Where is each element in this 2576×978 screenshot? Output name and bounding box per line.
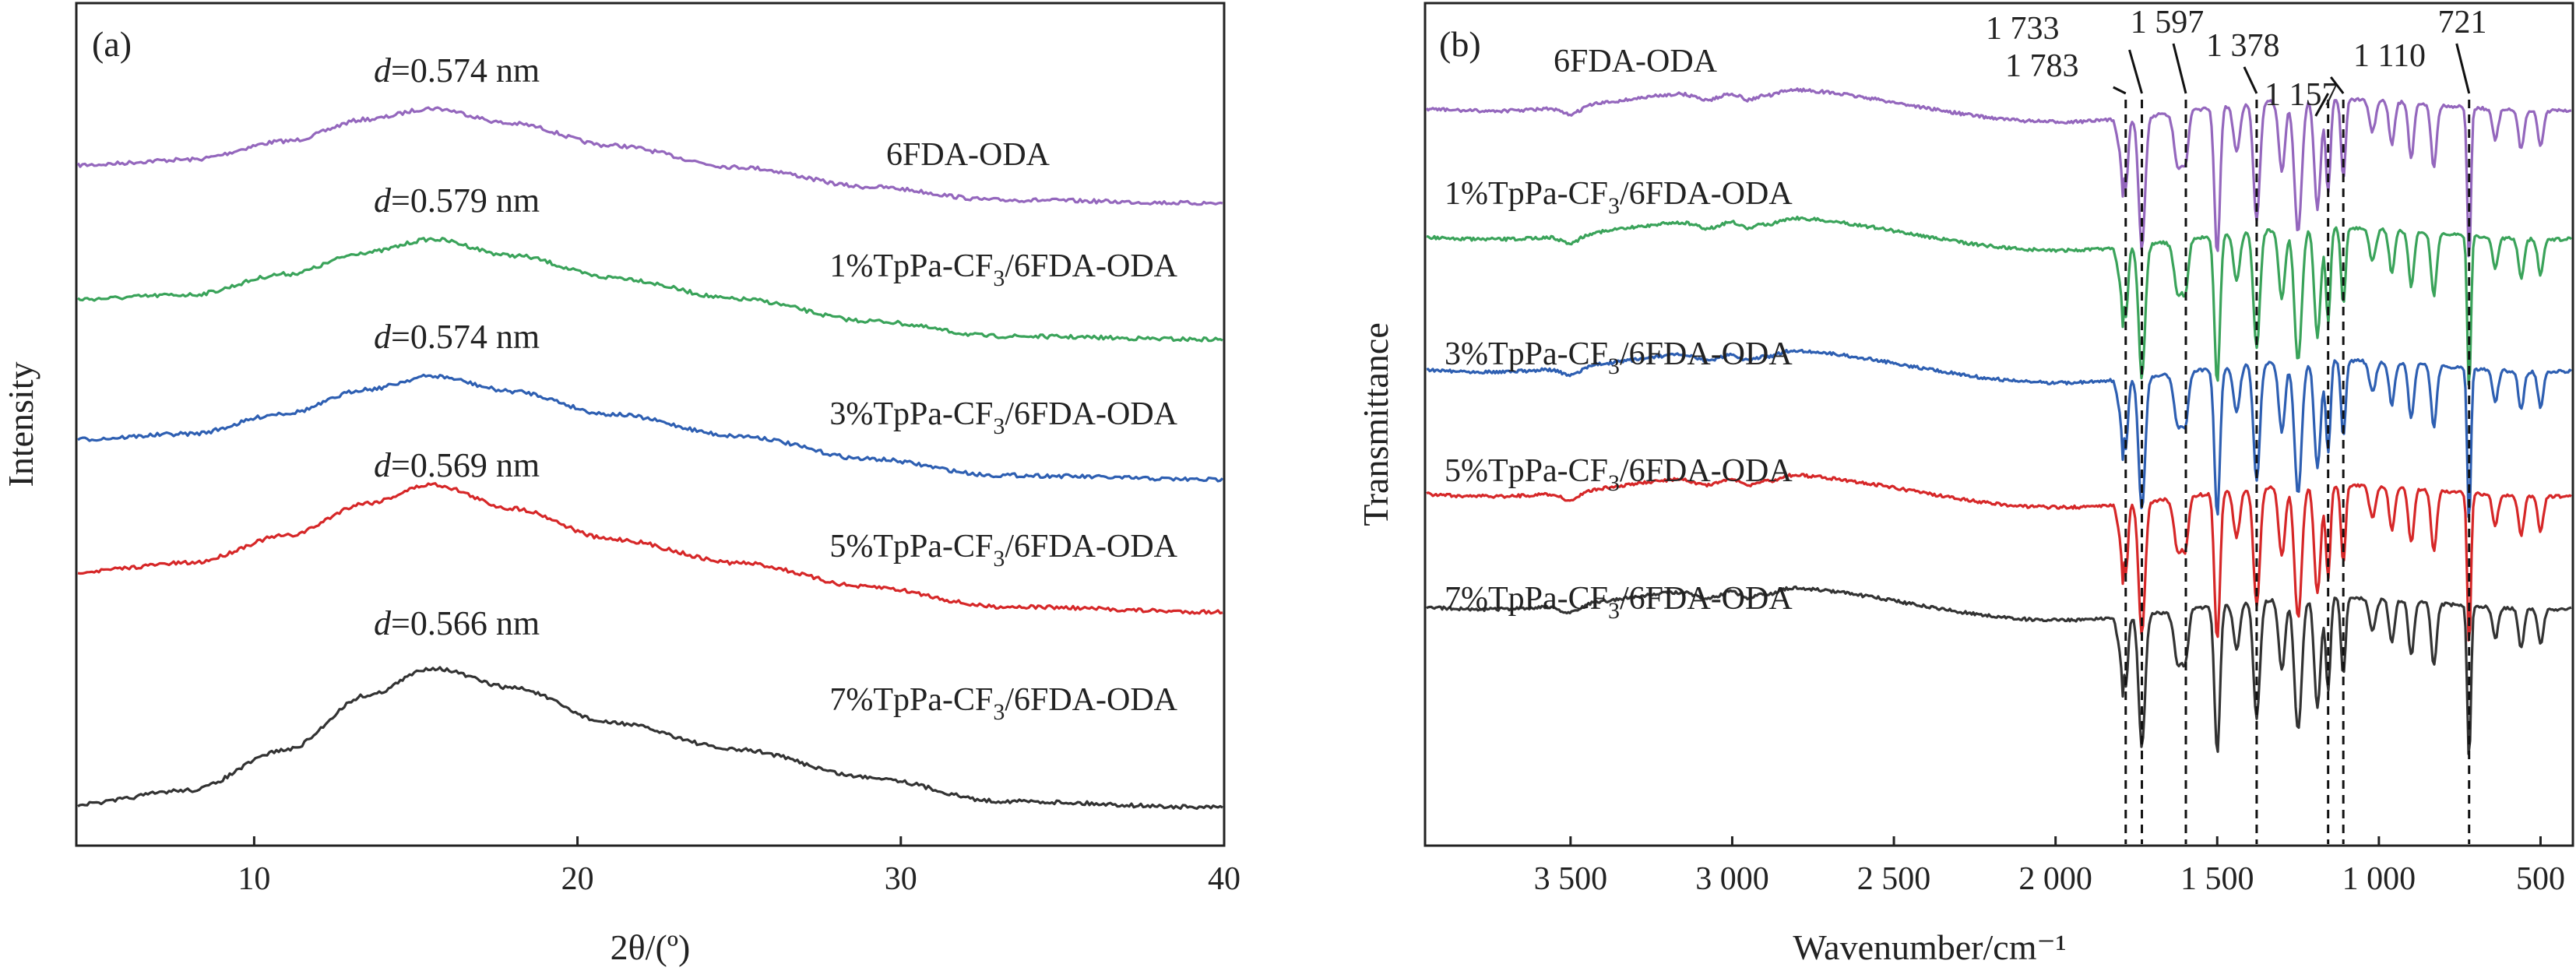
panel-b-peak-leader bbox=[2330, 76, 2345, 94]
panel-a-series-label: 1%TpPa-CF3/6FDA-ODA bbox=[829, 248, 1177, 291]
panel-a-x-tick-label: 30 bbox=[885, 861, 917, 897]
panel-b-frame bbox=[1423, 2, 2574, 847]
panel-b-x-tick-label: 3 500 bbox=[1534, 861, 1608, 897]
panel-b-curve-3 bbox=[1426, 473, 2572, 642]
panel-a-x-tick-label: 10 bbox=[238, 861, 270, 897]
panel-a-x-ticks: 10 20 30 40 bbox=[238, 836, 1240, 897]
panel-b-peak-label: 1 783 bbox=[2005, 48, 2079, 84]
panel-b-peak-label: 721 bbox=[2438, 5, 2487, 40]
panel-a-x-tick-label: 40 bbox=[1208, 861, 1240, 897]
panel-b-curves bbox=[1425, 87, 2572, 755]
panel-a-label: (a) bbox=[92, 24, 132, 64]
panel-a-curve-1 bbox=[77, 237, 1223, 343]
panel-b-series-labels: 6FDA-ODA 1%TpPa-CF3/6FDA-ODA 3%TpPa-CF3/6F… bbox=[1445, 44, 1793, 624]
panel-b-x-tick-label: 1 000 bbox=[2342, 861, 2416, 897]
panel-b-peak-leader bbox=[2113, 86, 2127, 95]
panel-a-d-spacing-label: d=0.579 nm bbox=[374, 181, 540, 220]
panel-b-x-ticks: 3 500 3 000 2 500 2 000 1 500 1 000 500 bbox=[1534, 836, 2565, 897]
panel-a-xrd: (a) 2θ/(º) Intensity 10 20 30 40 6FDA-ODA d=… bbox=[1, 2, 1240, 967]
panel-b-x-tick-label: 1 500 bbox=[2180, 861, 2254, 897]
panel-a-series-label: 5%TpPa-CF3/6FDA-ODA bbox=[829, 529, 1177, 572]
panel-a-ylabel: Intensity bbox=[1, 362, 40, 487]
panel-a-series-labels: 6FDA-ODA d=0.574 nm 1%TpPa-CF3/6FDA-ODA d=0… bbox=[374, 51, 1178, 725]
panel-b-series-label: 6FDA-ODA bbox=[1554, 44, 1718, 79]
panel-b-series-label: 5%TpPa-CF3/6FDA-ODA bbox=[1445, 453, 1793, 496]
panel-b-curve-1 bbox=[1426, 215, 2572, 386]
panel-a-series-label: 7%TpPa-CF3/6FDA-ODA bbox=[829, 682, 1177, 725]
panel-b-curve-2 bbox=[1426, 348, 2572, 519]
panel-b-peak-label: 1 157 bbox=[2265, 77, 2338, 113]
panel-a-d-spacing-label: d=0.566 nm bbox=[374, 604, 540, 642]
panel-a-frame bbox=[75, 2, 1226, 847]
panel-b-label: (b) bbox=[1439, 24, 1481, 64]
panel-b-x-tick-label: 3 000 bbox=[1695, 861, 1769, 897]
panel-b-ylabel: Transmittance bbox=[1356, 322, 1395, 526]
panel-b-peak-leader bbox=[2314, 93, 2329, 117]
panel-b-peak-leader bbox=[2243, 66, 2258, 94]
panel-a-curve-0 bbox=[76, 106, 1223, 206]
panel-b-curve-0 bbox=[1425, 87, 2572, 258]
panel-a-series-label: 6FDA-ODA bbox=[886, 137, 1050, 173]
panel-b-x-tick-label: 500 bbox=[2516, 861, 2565, 897]
panel-b-curve-4 bbox=[1426, 585, 2572, 755]
panel-b-series-label: 3%TpPa-CF3/6FDA-ODA bbox=[1445, 336, 1793, 379]
panel-b-peak-label: 1 378 bbox=[2206, 28, 2280, 64]
panel-a-d-spacing-label: d=0.569 nm bbox=[374, 446, 540, 484]
panel-b-peak-label: 1 733 bbox=[1986, 11, 2060, 47]
panel-a-d-spacing-label: d=0.574 nm bbox=[374, 51, 540, 90]
panel-a-curve-2 bbox=[77, 373, 1224, 483]
panel-b-xlabel: Wavenumber/cm⁻¹ bbox=[1793, 927, 2066, 967]
panel-a-series-label: 3%TpPa-CF3/6FDA-ODA bbox=[829, 396, 1177, 439]
panel-a-x-tick-label: 20 bbox=[561, 861, 594, 897]
panel-b-peak-leader bbox=[2128, 49, 2143, 94]
panel-a-xlabel: 2θ/(º) bbox=[611, 927, 691, 967]
panel-b-series-label: 7%TpPa-CF3/6FDA-ODA bbox=[1445, 581, 1793, 624]
panel-b-series-label: 1%TpPa-CF3/6FDA-ODA bbox=[1445, 176, 1793, 219]
panel-a-curve-4 bbox=[77, 666, 1223, 811]
panel-b-ftir: (b) Wavenumber/cm⁻¹ Transmittance 3 500 3… bbox=[1356, 2, 2574, 967]
panel-b-peak-leader bbox=[2455, 43, 2471, 94]
panel-b-peak-label: 1 110 bbox=[2353, 38, 2426, 74]
panel-b-x-tick-label: 2 500 bbox=[1857, 861, 1931, 897]
panel-a-curve-3 bbox=[77, 482, 1223, 615]
panel-b-x-tick-label: 2 000 bbox=[2018, 861, 2092, 897]
panel-b-peak-leader bbox=[2172, 43, 2187, 94]
panel-a-curves bbox=[76, 106, 1224, 811]
panel-b-peak-label: 1 597 bbox=[2131, 5, 2205, 40]
panel-a-d-spacing-label: d=0.574 nm bbox=[374, 318, 540, 356]
